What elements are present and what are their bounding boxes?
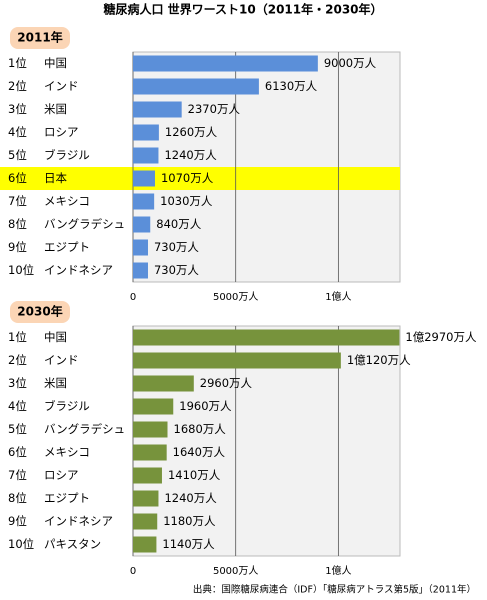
value-label: 2370万人 xyxy=(188,102,241,116)
value-label: 840万人 xyxy=(156,217,201,231)
bar xyxy=(133,352,341,369)
chart-title: 2011年 xyxy=(17,30,62,45)
bar xyxy=(133,398,174,415)
y-tick-label: ロシア xyxy=(44,125,79,139)
y-tick-label: インドネシア xyxy=(44,514,113,528)
x-tick-label: 5000万人 xyxy=(213,565,258,577)
y-tick-label: インド xyxy=(44,79,79,93)
rank-label: 9位 xyxy=(8,514,27,528)
y-tick-label: ブラジル xyxy=(44,148,90,162)
y-tick-label: バングラデシュ xyxy=(44,217,125,231)
rank-label: 7位 xyxy=(8,468,27,482)
rank-label: 4位 xyxy=(8,125,27,139)
value-label: 1070万人 xyxy=(161,171,214,185)
x-tick-label: 0 xyxy=(130,566,136,577)
rank-label: 2位 xyxy=(8,79,27,93)
y-tick-label: 中国 xyxy=(44,56,67,70)
bar xyxy=(133,170,155,187)
value-label: 1140万人 xyxy=(162,537,215,551)
bar xyxy=(133,467,162,484)
value-label: 730万人 xyxy=(154,263,199,277)
value-label: 9000万人 xyxy=(324,56,377,70)
source: 出典：国際糖尿病連合（IDF）「糖尿病アトラス第5版」（2011年） xyxy=(193,584,476,596)
rank-label: 10位 xyxy=(8,263,34,277)
y-tick-label: 中国 xyxy=(44,330,67,344)
rank-label: 3位 xyxy=(8,376,27,390)
y-tick-label: バングラデシュ xyxy=(44,422,125,436)
bar xyxy=(133,101,182,118)
y-tick-label: 米国 xyxy=(44,376,67,390)
value-label: 1260万人 xyxy=(165,125,218,139)
rank-label: 5位 xyxy=(8,422,27,436)
page-title: 糖尿病人口 世界ワースト10（2011年・2030年） xyxy=(103,2,382,17)
value-label: 1240万人 xyxy=(164,148,217,162)
value-label: 1180万人 xyxy=(163,514,216,528)
rank-label: 4位 xyxy=(8,399,27,413)
y-tick-label: インド xyxy=(44,353,79,367)
rank-label: 9位 xyxy=(8,240,27,254)
bar xyxy=(133,490,159,507)
rank-label: 7位 xyxy=(8,194,27,208)
bar xyxy=(133,239,148,256)
y-tick-label: エジプト xyxy=(44,491,90,505)
x-tick-label: 0 xyxy=(130,292,136,303)
y-tick-label: パキスタン xyxy=(44,537,101,551)
badge xyxy=(10,27,70,49)
bar xyxy=(133,262,148,279)
value-label: 1640万人 xyxy=(173,445,226,459)
value-label: 730万人 xyxy=(154,240,199,254)
y-tick-label: ブラジル xyxy=(44,399,90,413)
rank-label: 6位 xyxy=(8,445,27,459)
value-label: 1億2970万人 xyxy=(405,330,477,344)
highlight-row xyxy=(0,167,400,190)
bar xyxy=(133,216,151,233)
y-tick-label: エジプト xyxy=(44,240,90,254)
rank-label: 1位 xyxy=(8,330,27,344)
value-label: 1億120万人 xyxy=(347,353,411,367)
value-label: 1240万人 xyxy=(164,491,217,505)
bar xyxy=(133,329,400,346)
value-label: 6130万人 xyxy=(265,79,318,93)
chart-title: 2030年 xyxy=(17,304,62,319)
value-label: 2960万人 xyxy=(200,376,253,390)
bar xyxy=(133,78,259,95)
value-label: 1410万人 xyxy=(168,468,221,482)
rank-label: 1位 xyxy=(8,56,27,70)
badge xyxy=(10,301,70,323)
bar xyxy=(133,421,168,438)
y-tick-label: インドネシア xyxy=(44,263,113,277)
y-tick-label: 米国 xyxy=(44,102,67,116)
rank-label: 3位 xyxy=(8,102,27,116)
value-label: 1680万人 xyxy=(174,422,227,436)
rank-label: 6位 xyxy=(8,171,27,185)
bar xyxy=(133,444,167,461)
x-tick-label: 1億人 xyxy=(325,564,351,577)
rank-label: 10位 xyxy=(8,537,34,551)
y-tick-label: メキシコ xyxy=(44,194,90,208)
bar xyxy=(133,124,159,141)
bar xyxy=(133,147,159,164)
y-tick-label: ロシア xyxy=(44,468,79,482)
value-label: 1960万人 xyxy=(179,399,232,413)
rank-label: 5位 xyxy=(8,148,27,162)
rank-label: 8位 xyxy=(8,217,27,231)
y-tick-label: メキシコ xyxy=(44,445,90,459)
bar xyxy=(133,536,157,553)
bar xyxy=(133,193,155,210)
rank-label: 2位 xyxy=(8,353,27,367)
rank-label: 8位 xyxy=(8,491,27,505)
bar xyxy=(133,375,194,392)
y-tick-label: 日本 xyxy=(44,171,67,185)
x-tick-label: 1億人 xyxy=(325,290,351,303)
value-label: 1030万人 xyxy=(160,194,213,208)
bar xyxy=(133,55,318,72)
bar xyxy=(133,513,158,530)
x-tick-label: 5000万人 xyxy=(213,291,258,303)
